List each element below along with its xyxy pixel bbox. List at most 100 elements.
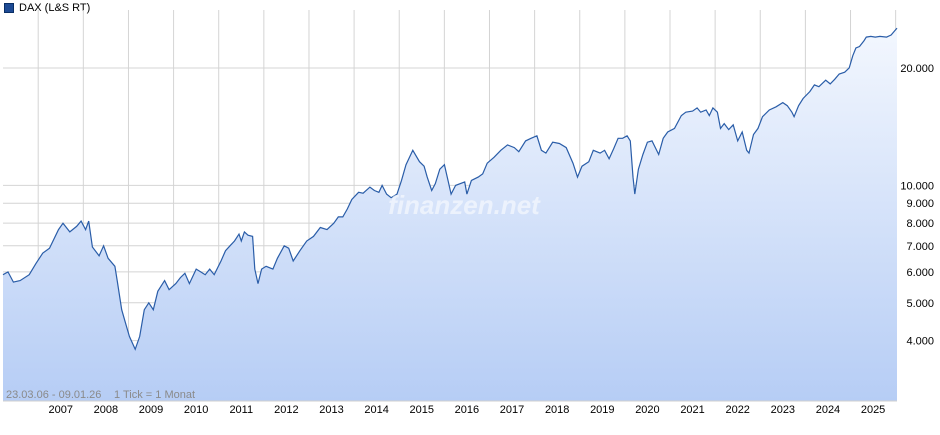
data-point xyxy=(396,193,398,195)
data-point xyxy=(662,137,664,139)
data-point xyxy=(879,35,881,37)
data-point xyxy=(524,140,526,142)
data-point xyxy=(204,274,206,276)
data-point xyxy=(209,268,211,270)
x-tick-label: 2017 xyxy=(500,404,524,416)
x-tick-label: 2024 xyxy=(816,404,840,416)
data-point xyxy=(265,265,267,267)
date-range-label: 23.03.06 - 09.01.26 xyxy=(6,389,101,401)
data-point xyxy=(362,192,364,194)
data-point xyxy=(319,226,321,228)
data-point xyxy=(124,319,126,321)
data-point xyxy=(233,240,235,242)
data-point xyxy=(632,176,634,178)
data-point xyxy=(148,302,150,304)
data-point xyxy=(855,47,857,49)
data-point xyxy=(175,282,177,284)
data-point xyxy=(696,107,698,109)
data-point xyxy=(69,231,71,233)
watermark-logo: finanzen.net xyxy=(388,190,541,220)
data-point xyxy=(464,181,466,183)
data-point xyxy=(626,135,628,137)
data-point xyxy=(691,110,693,112)
data-point xyxy=(874,36,876,38)
x-tick-label: 2009 xyxy=(139,404,163,416)
x-tick-label: 2016 xyxy=(455,404,479,416)
legend-label: DAX (L&S RT) xyxy=(19,2,91,14)
data-point xyxy=(466,193,468,195)
data-point xyxy=(667,131,669,133)
data-point xyxy=(378,191,380,193)
data-point xyxy=(443,164,445,166)
data-point xyxy=(439,168,441,170)
data-point xyxy=(418,161,420,163)
data-point xyxy=(454,184,456,186)
x-axis-tick-labels: 2007 2008 2009 2010 2011 2012 2013 2014 2015 2016… xyxy=(49,404,886,416)
x-tick-label: 2012 xyxy=(274,404,298,416)
x-tick-label: 2008 xyxy=(94,404,118,416)
x-tick-label: 2015 xyxy=(410,404,434,416)
data-point xyxy=(19,279,21,281)
y-axis-tick-labels: 4.000 5.000 6.000 7.000 8.000 9.000 10.000 20.0… xyxy=(900,63,934,348)
data-point xyxy=(646,141,648,143)
data-point xyxy=(470,179,472,181)
data-point xyxy=(599,152,601,154)
x-tick-label: 2020 xyxy=(635,404,659,416)
data-point xyxy=(716,111,718,113)
data-point xyxy=(272,268,274,270)
data-point xyxy=(712,107,714,109)
data-point xyxy=(844,71,846,73)
data-point xyxy=(116,279,118,281)
data-point xyxy=(768,109,770,111)
y-tick-label: 8.000 xyxy=(906,218,934,230)
data-point xyxy=(276,257,278,259)
y-tick-label: 20.000 xyxy=(900,63,934,75)
data-point xyxy=(775,106,777,108)
data-point xyxy=(114,265,116,267)
series-line-dax xyxy=(2,27,898,351)
data-point xyxy=(224,250,226,252)
data-point xyxy=(450,193,452,195)
data-point xyxy=(732,124,734,126)
data-point xyxy=(719,127,721,129)
data-point xyxy=(506,144,508,146)
data-point xyxy=(752,133,754,135)
data-point xyxy=(139,335,141,337)
data-point xyxy=(793,116,795,118)
data-point xyxy=(572,162,574,164)
data-point xyxy=(500,149,502,151)
data-point xyxy=(552,141,554,143)
data-point xyxy=(513,146,515,148)
data-point xyxy=(342,216,344,218)
data-point xyxy=(373,189,375,191)
x-tick-label: 2011 xyxy=(229,404,253,416)
x-tick-label: 2023 xyxy=(771,404,795,416)
data-point xyxy=(651,140,653,142)
data-point xyxy=(326,228,328,230)
data-point xyxy=(786,105,788,107)
data-point xyxy=(536,135,538,137)
data-point xyxy=(852,55,854,57)
data-point xyxy=(412,149,414,151)
data-point xyxy=(42,252,44,254)
data-point xyxy=(708,114,710,116)
data-point xyxy=(357,191,359,193)
data-point xyxy=(791,111,793,113)
data-point xyxy=(426,176,428,178)
data-point xyxy=(48,247,50,249)
data-point xyxy=(848,67,850,69)
data-point xyxy=(434,183,436,185)
data-point xyxy=(405,164,407,166)
data-point xyxy=(157,290,159,292)
data-point xyxy=(782,101,784,103)
data-point xyxy=(870,35,872,37)
x-tick-label: 2022 xyxy=(725,404,749,416)
data-point xyxy=(748,152,750,154)
data-point xyxy=(28,274,30,276)
data-point xyxy=(592,149,594,151)
data-point xyxy=(825,79,827,81)
data-point xyxy=(723,122,725,124)
data-point xyxy=(385,193,387,195)
x-tick-label: 2014 xyxy=(364,404,388,416)
